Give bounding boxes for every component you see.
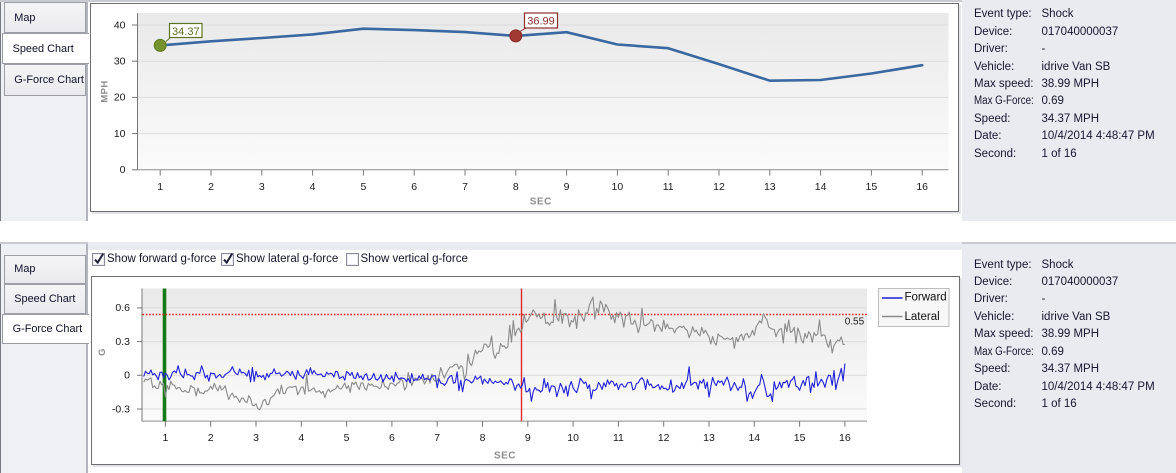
svg-text:4: 4 xyxy=(298,432,304,444)
svg-text:8: 8 xyxy=(513,181,519,193)
svg-text:30: 30 xyxy=(114,56,126,68)
svg-text:12: 12 xyxy=(658,432,670,444)
svg-text:Forward: Forward xyxy=(905,291,947,303)
svg-text:10: 10 xyxy=(114,128,126,140)
svg-text:13: 13 xyxy=(764,181,776,193)
svg-text:10: 10 xyxy=(567,432,579,444)
svg-text:0: 0 xyxy=(124,369,130,381)
svg-text:1: 1 xyxy=(162,432,168,444)
svg-text:7: 7 xyxy=(434,432,440,444)
svg-text:12: 12 xyxy=(713,181,725,193)
svg-text:8: 8 xyxy=(480,432,486,444)
svg-text:36.99: 36.99 xyxy=(527,16,555,28)
svg-text:5: 5 xyxy=(360,181,366,193)
svg-text:3: 3 xyxy=(253,432,259,444)
svg-text:6: 6 xyxy=(389,432,395,444)
svg-text:14: 14 xyxy=(815,181,827,193)
svg-text:2: 2 xyxy=(208,181,214,193)
svg-text:16: 16 xyxy=(916,181,928,193)
svg-text:2: 2 xyxy=(208,432,214,444)
svg-text:9: 9 xyxy=(564,181,570,193)
svg-text:5: 5 xyxy=(344,432,350,444)
svg-text:1: 1 xyxy=(157,181,163,193)
svg-text:11: 11 xyxy=(613,432,624,444)
svg-text:0.6: 0.6 xyxy=(115,302,130,314)
svg-text:G: G xyxy=(97,348,108,356)
svg-text:SEC: SEC xyxy=(530,197,552,208)
svg-text:10: 10 xyxy=(612,181,624,193)
svg-text:16: 16 xyxy=(839,432,851,444)
svg-text:15: 15 xyxy=(794,432,806,444)
svg-text:9: 9 xyxy=(525,432,531,444)
svg-text:MPH: MPH xyxy=(100,80,111,102)
svg-text:3: 3 xyxy=(259,181,265,193)
svg-text:Lateral: Lateral xyxy=(905,311,940,323)
svg-text:11: 11 xyxy=(663,181,674,193)
svg-text:-0.3: -0.3 xyxy=(112,403,130,415)
svg-text:40: 40 xyxy=(114,19,126,31)
svg-text:7: 7 xyxy=(462,181,468,193)
svg-text:34.37: 34.37 xyxy=(172,26,200,38)
svg-text:0: 0 xyxy=(120,164,126,176)
svg-text:13: 13 xyxy=(703,432,715,444)
svg-text:20: 20 xyxy=(114,92,126,104)
svg-text:0.55: 0.55 xyxy=(845,316,865,327)
svg-text:14: 14 xyxy=(748,432,760,444)
svg-text:0.3: 0.3 xyxy=(115,335,130,347)
svg-text:15: 15 xyxy=(866,181,878,193)
svg-text:SEC: SEC xyxy=(494,450,516,461)
svg-text:6: 6 xyxy=(411,181,417,193)
svg-text:4: 4 xyxy=(310,181,316,193)
